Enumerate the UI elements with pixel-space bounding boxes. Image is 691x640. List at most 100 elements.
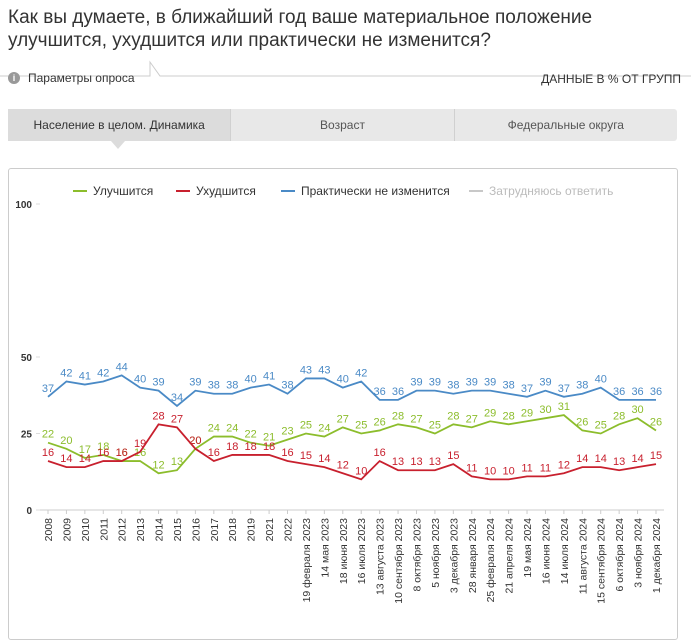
data-label: 30 xyxy=(631,404,643,416)
tab[interactable]: Возраст xyxy=(231,109,455,141)
x-tick-label: 2010 xyxy=(80,518,92,542)
x-tick-label: 13 августа 2023 xyxy=(375,518,387,595)
title: Как вы думаете, в ближайший год ваше мат… xyxy=(8,7,593,51)
data-label: 38 xyxy=(281,380,293,392)
x-tick-label: 2017 xyxy=(209,518,221,542)
y-tick-label: 50 xyxy=(21,353,33,364)
data-label: 27 xyxy=(337,413,349,425)
y-tick-label: 0 xyxy=(26,506,32,517)
data-label: 36 xyxy=(650,386,662,398)
data-label: 34 xyxy=(171,392,183,404)
legend-label: Затрудняюсь ответить xyxy=(489,184,613,198)
data-label: 20 xyxy=(60,435,72,447)
data-label: 43 xyxy=(318,364,330,376)
data-label: 28 xyxy=(152,410,164,422)
data-label: 36 xyxy=(613,386,625,398)
x-tick-label: 2018 xyxy=(227,518,239,542)
series-line xyxy=(47,423,657,481)
data-label: 18 xyxy=(97,441,109,453)
data-label: 13 xyxy=(429,456,441,468)
data-label: 25 xyxy=(429,420,441,432)
x-tick-label: 11 августа 2024 xyxy=(577,518,589,594)
x-tick-label: 2021 xyxy=(264,518,276,542)
data-label: 39 xyxy=(410,377,422,389)
params-link[interactable]: Параметры опроса xyxy=(28,71,135,85)
units: ДАННЫЕ В % ОТ ГРУПП xyxy=(541,72,681,86)
x-tick-label: 18 июня 2023 xyxy=(338,518,350,584)
data-label: 37 xyxy=(558,383,570,395)
data-label: 16 xyxy=(281,447,293,459)
data-label: 15 xyxy=(300,450,312,462)
data-label: 14 xyxy=(318,453,330,465)
x-tick-label: 8 октября 2023 xyxy=(411,518,423,592)
x-tick-label: 2015 xyxy=(172,518,184,542)
data-label: 10 xyxy=(355,465,367,477)
data-label: 28 xyxy=(392,410,404,422)
data-label: 39 xyxy=(466,377,478,389)
info-icon[interactable]: i xyxy=(8,72,20,84)
data-label: 14 xyxy=(79,453,91,465)
data-label: 38 xyxy=(226,380,238,392)
data-label: 23 xyxy=(281,426,293,438)
data-label: 16 xyxy=(208,447,220,459)
y-tick-label: 25 xyxy=(21,430,33,441)
x-tick-label: 19 мая 2024 xyxy=(522,518,534,578)
data-label: 15 xyxy=(650,450,662,462)
x-tick-label: 16 июня 2024 xyxy=(540,518,552,584)
data-label: 25 xyxy=(300,420,312,432)
series-line xyxy=(47,374,656,408)
data-label: 24 xyxy=(226,423,238,435)
x-tick-label: 15 сентября 2024 xyxy=(596,518,608,604)
data-label: 22 xyxy=(42,429,54,441)
data-label: 17 xyxy=(79,444,91,456)
x-tick-label: 5 ноября 2023 xyxy=(430,518,442,588)
data-label: 16 xyxy=(116,447,128,459)
data-label: 16 xyxy=(374,447,386,459)
x-tick-label: 2009 xyxy=(61,518,73,542)
data-label: 29 xyxy=(521,407,533,419)
tabs: Население в целом. Динамика Возраст Феде… xyxy=(8,109,677,141)
data-label: 26 xyxy=(576,416,588,428)
data-label: 12 xyxy=(152,459,164,471)
data-label: 13 xyxy=(613,456,625,468)
x-tick-label: 14 июля 2024 xyxy=(559,518,571,584)
data-label: 18 xyxy=(226,441,238,453)
data-label: 29 xyxy=(484,407,496,419)
data-label: 14 xyxy=(631,453,643,465)
data-label: 16 xyxy=(42,447,54,459)
data-label: 28 xyxy=(447,410,459,422)
data-label: 36 xyxy=(392,386,404,398)
x-tick-label: 2016 xyxy=(190,518,202,542)
data-label: 10 xyxy=(484,465,496,477)
data-label: 16 xyxy=(116,447,128,459)
data-label: 11 xyxy=(540,462,551,474)
x-tick-label: 1 декабря 2024 xyxy=(651,518,663,593)
data-label: 13 xyxy=(392,456,404,468)
tab[interactable]: Федеральные округа xyxy=(507,118,624,132)
data-label: 11 xyxy=(466,462,477,474)
data-label: 22 xyxy=(245,429,257,441)
data-label: 24 xyxy=(208,423,220,435)
separator xyxy=(0,60,691,77)
x-tick-label: 2012 xyxy=(117,518,129,542)
tab[interactable]: Население в целом. Динамика xyxy=(8,109,232,141)
data-label: 27 xyxy=(466,413,478,425)
data-label: 28 xyxy=(613,410,625,422)
data-label: 21 xyxy=(263,432,275,444)
x-tick-label: 2008 xyxy=(43,518,55,542)
x-tick-label: 14 мая 2023 xyxy=(319,518,331,578)
data-label: 42 xyxy=(355,367,367,379)
data-label: 27 xyxy=(171,413,183,425)
x-tick-label: 2014 xyxy=(154,518,166,542)
legend-label: Практически не изменится xyxy=(301,184,450,198)
x-tick-label: 10 сентября 2023 xyxy=(393,518,405,604)
data-label: 42 xyxy=(60,367,72,379)
data-label: 42 xyxy=(97,367,109,379)
x-tick-label: 6 октября 2024 xyxy=(614,518,626,592)
data-label: 15 xyxy=(447,450,459,462)
page: {"header": {"title": "Как вы думаете, в … xyxy=(0,7,691,640)
data-label: 37 xyxy=(521,383,533,395)
data-label: 14 xyxy=(60,453,72,465)
data-label: 12 xyxy=(558,459,570,471)
